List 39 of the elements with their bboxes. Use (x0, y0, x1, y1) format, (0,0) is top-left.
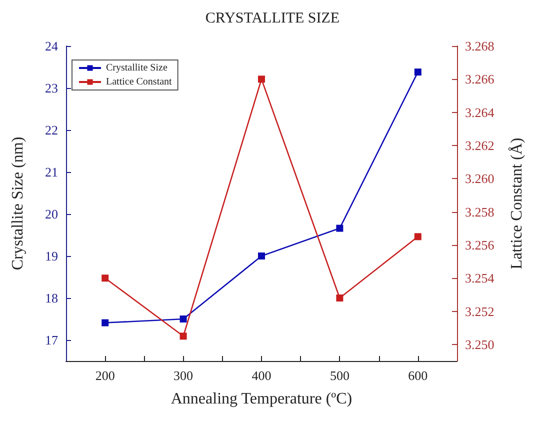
point (258, 252, 265, 260)
y-tick-label: 24 (45, 38, 58, 54)
point (102, 319, 109, 326)
point (414, 233, 422, 240)
y2-axis-title: Lattice Constant (Å) (508, 138, 526, 270)
point (414, 68, 422, 76)
y2-tick-label: 3.260 (465, 171, 494, 186)
y-tick-label: 17 (45, 332, 58, 348)
y-axis-title: Crystallite Size (nm) (10, 136, 26, 270)
chart-title: CRYSTALLITE SIZE (205, 10, 340, 26)
x-tick-label: 300 (174, 368, 194, 383)
y2-tick-label: 3.256 (465, 237, 495, 252)
point (258, 76, 265, 83)
y2-tick-label: 3.258 (465, 204, 494, 220)
point (102, 274, 109, 282)
y-tick-label: 23 (45, 80, 58, 96)
x-axis-title: Annealing Temperature (ºC) (170, 390, 352, 408)
y2-tick-label: 3.254 (465, 270, 495, 286)
y-tick-label: 20 (45, 206, 58, 222)
point (336, 294, 344, 302)
y2-tick-label: 3.268 (465, 38, 494, 54)
point (180, 316, 187, 322)
y-tick-label: 18 (45, 290, 58, 306)
legend-label: Crystallite Size (106, 62, 168, 74)
y2-tick-label: 3.250 (465, 336, 494, 352)
y2-tick-label: 3.262 (465, 138, 494, 153)
y2-tick-label: 3.266 (465, 72, 495, 87)
x-tick-label: 600 (408, 368, 428, 383)
y-tick-label: 22 (45, 122, 58, 138)
legend-label: Lattice Constant (106, 76, 172, 88)
x-tick-label: 200 (95, 368, 115, 383)
point (180, 332, 187, 340)
x-tick-label: 400 (252, 368, 272, 383)
y-tick-label: 19 (45, 248, 58, 264)
y2-tick-label: 3.252 (465, 304, 494, 319)
y-tick-label: 21 (45, 164, 58, 180)
point (336, 224, 344, 232)
y2-tick-label: 3.264 (465, 104, 495, 120)
x-tick-label: 500 (330, 368, 350, 383)
